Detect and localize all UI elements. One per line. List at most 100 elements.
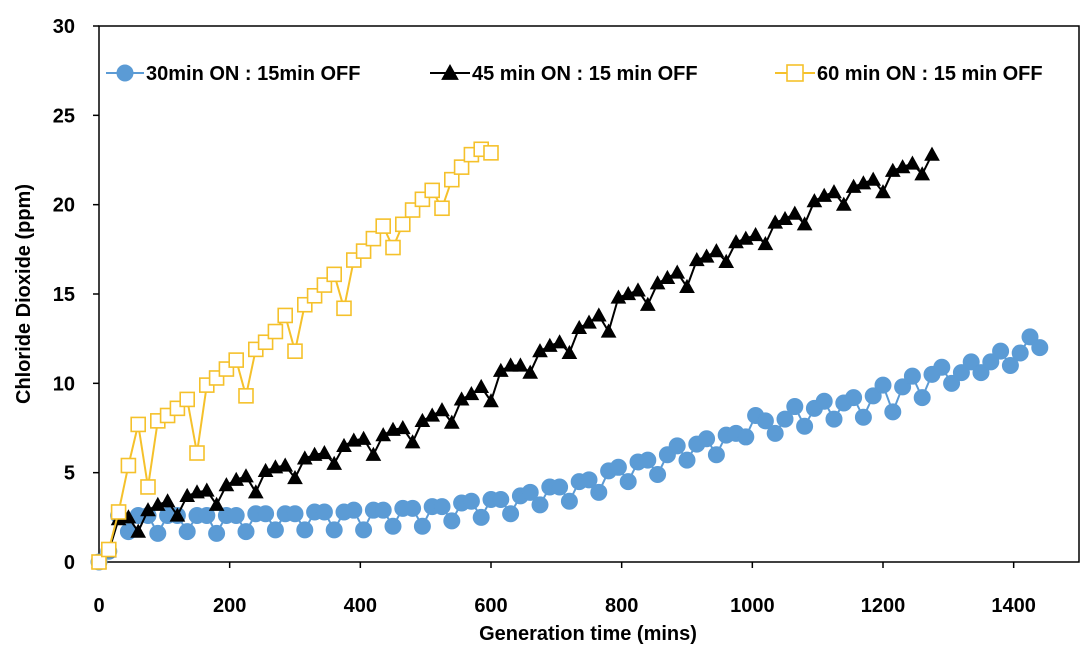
data-point — [492, 490, 510, 508]
data-point — [649, 465, 667, 483]
data-point — [1011, 344, 1029, 362]
data-point — [522, 364, 539, 379]
data-point — [630, 282, 646, 297]
data-point — [894, 378, 912, 396]
x-tick-label: 600 — [474, 595, 507, 617]
data-point — [1001, 356, 1019, 374]
data-point — [815, 392, 833, 410]
data-point — [1021, 328, 1039, 346]
data-point — [404, 499, 422, 517]
legend-label: 60 min ON : 15 min OFF — [817, 63, 1043, 85]
data-point — [698, 430, 716, 448]
data-point — [434, 200, 450, 217]
data-point — [394, 419, 411, 435]
data-point — [91, 554, 107, 570]
data-point — [394, 216, 411, 233]
data-point — [561, 344, 578, 360]
data-point — [453, 159, 470, 175]
data-point — [737, 428, 755, 446]
data-point — [679, 278, 695, 293]
legend-item-2: 45 min ON : 15 min OFF — [430, 63, 698, 85]
data-point — [590, 307, 607, 322]
data-point — [110, 504, 127, 520]
data-point — [884, 403, 902, 421]
data-point — [845, 389, 863, 407]
legend-marker — [786, 64, 804, 82]
y-tick-label: 10 — [53, 373, 75, 395]
x-tick-label: 1000 — [730, 595, 775, 617]
legend-item-1: 30min ON : 15min OFF — [106, 63, 360, 85]
data-point — [864, 387, 882, 405]
x-tick-label: 200 — [213, 595, 246, 617]
data-point — [472, 508, 490, 526]
data-point — [1031, 339, 1049, 357]
y-tick-label: 15 — [53, 284, 75, 306]
legend-item-3: 60 min ON : 15 min OFF — [775, 63, 1043, 85]
data-point — [159, 493, 176, 508]
data-point — [149, 524, 167, 542]
data-point — [924, 146, 940, 161]
data-point — [747, 227, 764, 242]
data-point — [581, 314, 597, 329]
data-point — [434, 402, 450, 417]
data-point — [776, 410, 794, 428]
data-point — [345, 501, 363, 519]
legend-label: 30min ON : 15min OFF — [146, 63, 360, 85]
data-point — [903, 367, 921, 385]
data-point — [169, 507, 186, 522]
data-point — [943, 374, 961, 392]
data-point — [286, 505, 304, 523]
data-point — [590, 483, 608, 501]
data-point — [198, 482, 215, 497]
data-point — [962, 353, 980, 371]
x-tick-label: 800 — [605, 595, 638, 617]
x-tick-label: 1400 — [991, 595, 1036, 617]
data-point — [277, 307, 294, 324]
data-point — [178, 523, 196, 541]
data-point — [385, 239, 401, 256]
data-point — [766, 424, 784, 442]
data-point — [531, 496, 549, 514]
data-point — [972, 364, 990, 382]
data-point — [140, 479, 156, 495]
series-2 — [91, 146, 940, 569]
data-point — [483, 393, 499, 408]
data-point — [238, 388, 254, 404]
data-point — [619, 473, 637, 491]
data-point — [365, 230, 382, 247]
data-point — [786, 398, 804, 416]
data-point — [384, 517, 402, 535]
data-point — [796, 216, 813, 231]
data-point — [560, 492, 578, 510]
data-point — [933, 358, 951, 376]
data-point — [287, 469, 303, 485]
y-axis-title: Chloride Dioxide (ppm) — [13, 184, 35, 404]
legend-marker — [441, 63, 459, 80]
data-point — [355, 243, 372, 259]
data-point — [433, 498, 451, 516]
data-point — [982, 353, 1000, 371]
data-point — [208, 524, 226, 542]
data-point — [208, 496, 225, 511]
data-point — [639, 296, 656, 311]
data-point — [757, 235, 774, 251]
data-point — [835, 196, 852, 211]
y-tick-label: 20 — [53, 195, 75, 217]
data-point — [865, 171, 882, 186]
data-point — [874, 376, 892, 394]
x-tick-label: 400 — [344, 595, 377, 617]
y-tick-label: 5 — [64, 463, 75, 485]
data-point — [952, 364, 970, 382]
data-point — [404, 434, 421, 449]
data-point — [130, 523, 147, 538]
data-point — [502, 357, 519, 372]
data-point — [355, 430, 372, 445]
series-1 — [90, 328, 1049, 571]
data-point — [238, 468, 254, 483]
data-point — [826, 184, 842, 199]
data-point — [443, 171, 460, 188]
data-point — [326, 266, 343, 283]
data-point — [718, 253, 735, 268]
data-point — [483, 145, 499, 161]
data-point — [443, 414, 460, 429]
